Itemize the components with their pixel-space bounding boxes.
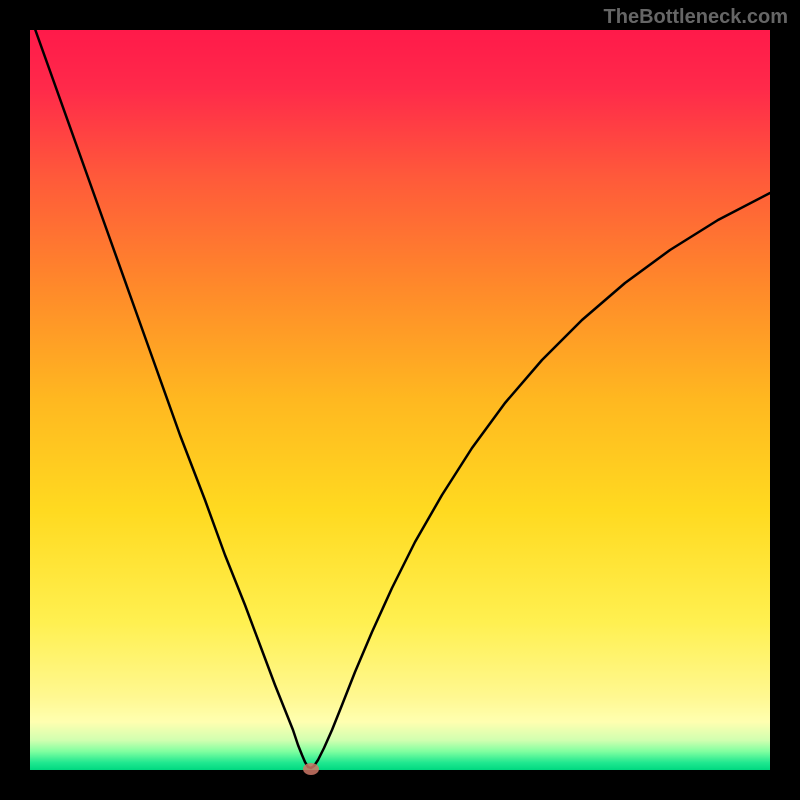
optimal-point-marker — [303, 763, 319, 775]
chart-svg — [0, 0, 800, 800]
watermark-text: TheBottleneck.com — [604, 6, 788, 29]
plot-background — [30, 30, 770, 770]
bottleneck-chart: TheBottleneck.com — [0, 0, 800, 800]
